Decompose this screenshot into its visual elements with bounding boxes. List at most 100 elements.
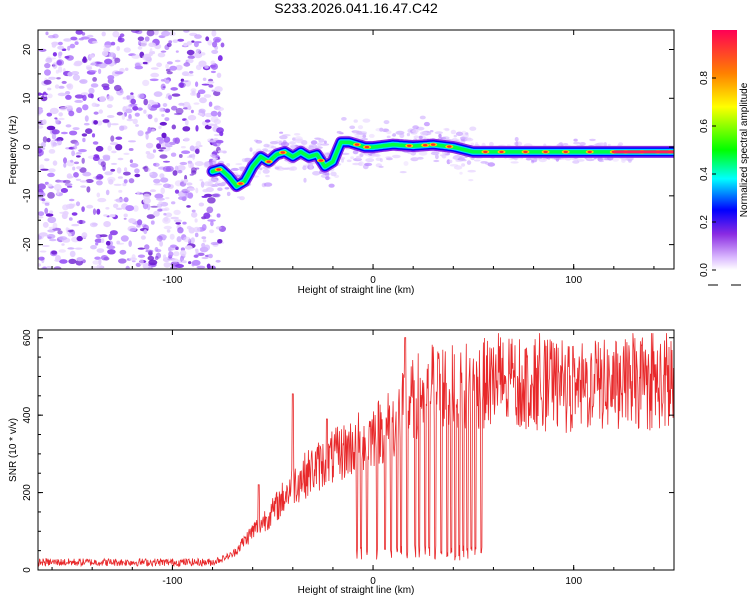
noise-blob [174, 59, 181, 63]
noise-blob [194, 161, 204, 167]
halo-blob [281, 167, 291, 170]
noise-blob [147, 126, 152, 134]
noise-blob [47, 216, 57, 224]
noise-blob [124, 167, 128, 172]
noise-blob [196, 265, 206, 269]
halo-blob [341, 117, 347, 121]
noise-blob [126, 118, 134, 122]
noise-blob [165, 63, 170, 69]
noise-blob [169, 233, 175, 240]
halo-blob [244, 157, 251, 163]
hot-spot-core [266, 160, 271, 163]
noise-blob [147, 103, 152, 110]
noise-blob [75, 259, 84, 266]
noise-blob [86, 186, 91, 193]
noise-blob [172, 170, 178, 176]
noise-blob [39, 232, 48, 237]
halo-blob [349, 125, 356, 130]
noise-blob [52, 62, 58, 69]
noise-blob [59, 259, 68, 264]
halo-blob [412, 125, 419, 130]
noise-blob [193, 102, 200, 105]
noise-blob [134, 65, 144, 70]
noise-blob [193, 254, 199, 258]
halo-blob [451, 138, 460, 141]
hot-spot-core [280, 151, 285, 154]
halo-blob [464, 137, 474, 142]
noise-blob [195, 81, 199, 87]
noise-blob [89, 54, 95, 59]
halo-blob [441, 136, 450, 140]
noise-blob [82, 104, 89, 111]
noise-blob [128, 240, 132, 247]
halo-blob [352, 162, 361, 166]
noise-blob [202, 77, 207, 82]
noise-blob [170, 244, 177, 248]
noise-blob [137, 93, 145, 99]
noise-blob [68, 110, 75, 117]
noise-blob [86, 34, 94, 38]
noise-blob [154, 256, 159, 260]
halo-blob [470, 142, 475, 146]
halo-blob [252, 175, 260, 178]
hot-spot-core [483, 150, 488, 154]
halo-blob [572, 160, 580, 164]
spectral-cloud [38, 30, 674, 269]
halo-blob [365, 158, 375, 163]
halo-blob [443, 127, 450, 131]
noise-blob [92, 141, 99, 145]
noise-blob [96, 208, 101, 215]
noise-blob [170, 216, 179, 220]
noise-blob [83, 122, 90, 126]
noise-blob [90, 83, 99, 88]
noise-blob [163, 136, 171, 143]
noise-blob [164, 142, 170, 147]
noise-blob [63, 162, 67, 168]
noise-blob [46, 112, 53, 117]
noise-blob [145, 142, 154, 149]
snr-ylabel: SNR (10 * v/v) [8, 418, 19, 482]
noise-blob [116, 111, 124, 116]
noise-blob [202, 239, 207, 243]
noise-blob [58, 249, 66, 253]
noise-blob [47, 87, 52, 91]
halo-blob [323, 140, 327, 144]
noise-blob [183, 236, 191, 243]
noise-blob [106, 245, 116, 250]
noise-blob [205, 36, 210, 42]
noise-blob [105, 240, 111, 246]
noise-blob [161, 132, 167, 139]
noise-blob [74, 94, 84, 99]
noise-blob [211, 30, 217, 37]
snr-xtick-label: -100 [162, 576, 182, 587]
halo-blob [362, 134, 367, 138]
halo-blob [412, 129, 419, 134]
noise-blob [38, 211, 45, 217]
noise-blob [188, 227, 195, 234]
noise-blob [144, 36, 150, 42]
halo-blob [350, 156, 354, 160]
halo-blob [312, 171, 321, 176]
halo-blob [607, 143, 611, 147]
noise-blob [156, 203, 163, 208]
noise-blob [129, 163, 139, 168]
noise-blob [110, 168, 116, 172]
noise-blob [173, 251, 180, 257]
noise-blob [142, 202, 149, 210]
noise-blob [54, 117, 58, 120]
noise-blob [201, 83, 210, 86]
hot-spot-core [238, 182, 243, 185]
noise-blob [163, 216, 169, 222]
noise-blob [161, 30, 171, 37]
noise-blob [150, 220, 155, 225]
halo-blob [368, 133, 375, 138]
noise-blob [137, 130, 144, 137]
noise-blob [128, 94, 135, 100]
noise-blob [187, 114, 197, 121]
noise-blob [159, 173, 165, 179]
noise-blob [74, 161, 79, 165]
noise-blob [178, 154, 183, 158]
halo-blob [386, 130, 392, 135]
